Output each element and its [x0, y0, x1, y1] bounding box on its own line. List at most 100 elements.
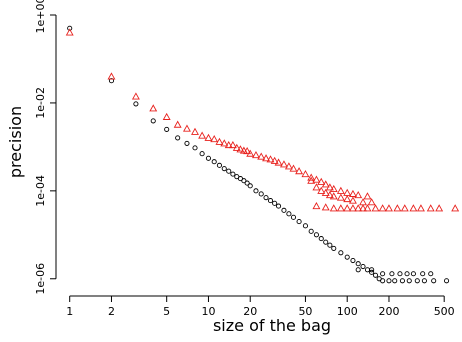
data-point-triangle: [329, 192, 338, 200]
data-point-triangle: [198, 131, 207, 139]
data-point-circle: [380, 271, 386, 277]
data-point-triangle: [274, 158, 283, 166]
data-point-triangle: [215, 137, 224, 145]
data-point-circle: [327, 242, 333, 248]
data-point-circle: [281, 207, 287, 213]
data-point-triangle: [204, 133, 213, 141]
data-point-circle: [226, 168, 232, 174]
data-point-circle: [296, 219, 302, 225]
data-point-circle: [211, 159, 217, 165]
data-point-triangle: [65, 28, 74, 36]
data-point-circle: [399, 278, 405, 284]
data-point-triangle: [236, 145, 245, 153]
data-point-triangle: [131, 92, 140, 100]
data-point-circle: [444, 278, 450, 284]
data-point-circle: [175, 135, 181, 141]
data-point-circle: [205, 155, 212, 161]
data-point-circle: [406, 278, 412, 284]
data-point-triangle: [426, 204, 435, 212]
data-point-triangle: [329, 204, 338, 212]
data-point-triangle: [343, 188, 352, 196]
data-point-triangle: [232, 143, 241, 151]
data-point-triangle: [220, 139, 229, 147]
data-point-triangle: [371, 204, 380, 212]
data-point-triangle: [321, 188, 330, 196]
data-point-triangle: [162, 112, 171, 120]
data-point-triangle: [378, 204, 387, 212]
x-tick-label: 10: [201, 305, 215, 318]
data-point-triangle: [224, 140, 233, 149]
data-point-triangle: [284, 162, 293, 170]
data-point-triangle: [385, 204, 393, 212]
x-tick-label: 200: [378, 305, 399, 318]
data-point-triangle: [246, 149, 255, 157]
data-point-circle: [323, 239, 329, 245]
data-point-triangle: [307, 173, 316, 181]
data-point-circle: [290, 214, 297, 220]
data-point-triangle: [173, 120, 182, 128]
data-point-circle: [392, 278, 398, 284]
x-tick-label: 1: [66, 305, 73, 318]
data-point-triangle: [262, 154, 270, 162]
data-point-circle: [355, 261, 361, 267]
data-point-triangle: [317, 186, 326, 194]
data-point-triangle: [435, 204, 444, 212]
data-point-triangle: [409, 204, 418, 212]
data-point-triangle: [243, 147, 252, 155]
data-point-circle: [302, 223, 308, 229]
data-point-circle: [431, 278, 437, 284]
data-point-triangle: [149, 104, 158, 112]
data-point-triangle: [416, 204, 425, 212]
data-point-circle: [221, 166, 227, 172]
data-point-triangle: [348, 189, 357, 197]
data-point-triangle: [343, 204, 352, 212]
data-point-circle: [338, 250, 344, 256]
data-point-circle: [372, 272, 379, 278]
data-point-triangle: [279, 160, 288, 168]
x-axis: 1 2 5 10 20 50 100 200 500: [66, 295, 455, 318]
y-tick-label: 1e-02: [34, 87, 47, 119]
data-point-triangle: [301, 170, 310, 178]
data-point-circle: [414, 278, 420, 284]
data-point-triangle: [329, 184, 338, 193]
data-point-triangle: [393, 204, 402, 212]
data-point-circle: [404, 271, 410, 277]
data-point-circle: [199, 151, 205, 157]
data-point-triangle: [321, 180, 330, 188]
data-point-triangle: [312, 175, 321, 183]
data-point-circle: [331, 245, 337, 251]
data-point-circle: [263, 195, 269, 201]
data-point-triangle: [343, 194, 352, 203]
data-point-circle: [389, 271, 395, 277]
data-point-circle: [230, 171, 236, 177]
y-tick-label: 1e-06: [34, 263, 47, 295]
data-point-circle: [247, 183, 253, 189]
data-point-circle: [286, 211, 292, 217]
data-point-triangle: [451, 204, 460, 212]
data-point-triangle: [354, 190, 363, 199]
data-point-triangle: [312, 201, 321, 210]
data-point-circle: [369, 267, 375, 273]
x-tick-label: 20: [243, 305, 257, 318]
data-point-triangle: [359, 198, 367, 206]
data-point-triangle: [182, 124, 191, 132]
data-point-circle: [313, 232, 319, 238]
data-point-triangle: [257, 152, 266, 160]
data-point-circle: [410, 271, 416, 277]
data-point-circle: [428, 271, 434, 277]
data-point-circle: [380, 278, 386, 284]
data-point-triangle: [252, 150, 260, 159]
data-point-circle: [244, 180, 250, 186]
x-tick-label: 500: [434, 305, 455, 318]
data-point-triangle: [363, 192, 372, 200]
data-point-circle: [397, 271, 403, 277]
data-point-circle: [192, 145, 198, 151]
data-point-circle: [241, 178, 247, 184]
series-2: [65, 28, 460, 212]
data-point-circle: [344, 254, 350, 260]
data-point-circle: [184, 140, 190, 146]
data-point-circle: [420, 271, 426, 277]
data-point-triangle: [228, 140, 237, 149]
data-point-triangle: [348, 204, 357, 212]
data-point-triangle: [295, 167, 304, 175]
